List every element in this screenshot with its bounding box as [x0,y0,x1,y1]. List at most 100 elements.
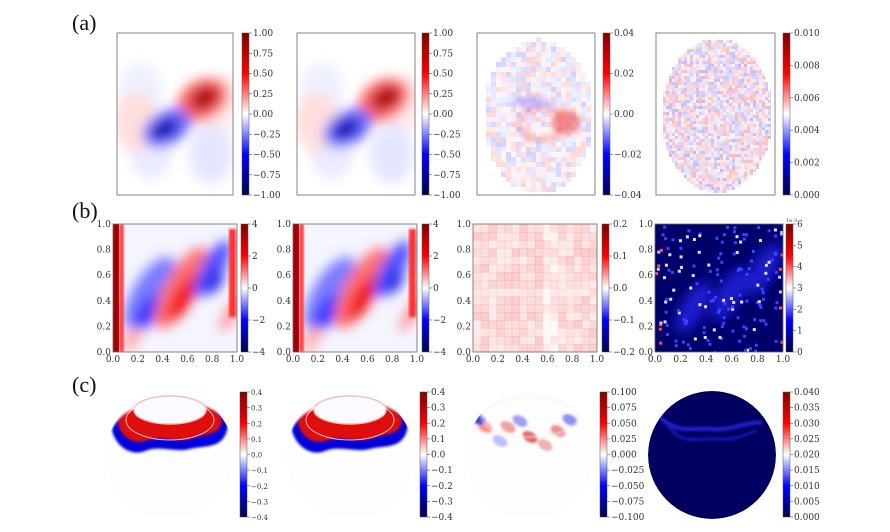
heatmap-cell [556,182,561,187]
heatmap-cell [561,67,566,72]
heatmap-cell [696,73,699,76]
heatmap-cell [726,58,729,61]
heatmap-cell [681,172,684,175]
heatmap-cell [732,79,735,82]
heatmap-cell [571,167,576,172]
colorbar-tick-label: 0.035 [794,404,820,414]
heatmap-cell [542,232,551,241]
heatmap-cell [675,166,678,169]
heatmap-cell [723,49,726,52]
heatmap-cell [504,328,513,337]
heatmap-cell [690,109,693,112]
heatmap-cell [714,112,717,115]
heatmap-cell [714,169,717,172]
heatmap-cell [705,115,708,118]
heatmap-cell [573,224,582,233]
heatmap-cell [756,160,759,163]
heatmap-cell [690,106,693,109]
heatmap-cell [566,167,571,172]
heatmap-cell [663,121,666,124]
heatmap-cell [678,133,681,136]
heatmap-cell [699,175,702,178]
heatmap-cell [750,136,753,139]
heatmap-cell [511,167,516,172]
x-tick-label: 0.6 [360,355,375,365]
heatmap-cell [753,58,756,61]
heatmap-cell [711,64,714,67]
heatmap-cell [519,296,528,305]
heatmap-cell [496,142,501,147]
heatmap-cell [732,67,735,70]
heatmap-cell [501,97,506,102]
heatmap-cell [672,157,675,160]
heatmap-cell [699,85,702,88]
heatmap-cell [741,115,744,118]
heatmap-cell [566,67,571,72]
heatmap-cell [735,166,738,169]
heatmap-cell [738,145,741,148]
heatmap-cell [672,97,675,100]
heatmap-cell [729,103,732,106]
heatmap-cell [576,147,581,152]
heatmap-cell [699,88,702,91]
heatmap-cell [669,121,672,124]
heatmap-cell [720,139,723,142]
colorbar-tick-label: 0.00 [433,110,453,120]
heatmap-cell [682,318,686,322]
heatmap-cell [715,268,719,272]
colorbar-tick-label: 4 [252,220,258,230]
heatmap-cell [551,92,556,97]
heatmap-cell [726,187,729,190]
heatmap-cell [705,175,708,178]
heatmap-cell [526,42,531,47]
heatmap-cell [527,240,536,249]
heatmap-cell [687,79,690,82]
heatmap-cell [663,136,666,139]
colorbar-tick-label: −0.1 [251,467,268,475]
heatmap-cell [521,177,526,182]
heatmap-cell [511,127,516,132]
heatmap-cell [506,77,511,82]
heatmap-cell [732,136,735,139]
heatmap-cell [672,106,675,109]
heatmap-cell [669,79,672,82]
heatmap-cell [561,52,566,57]
heatmap-cell [486,92,491,97]
heatmap-cell [576,142,581,147]
heatmap-cell [735,175,738,178]
x-tick-label: 1.0 [410,355,425,365]
heatmap-cell [762,127,765,130]
heatmap-cell [488,240,497,249]
heatmap-cell [756,82,759,85]
heatmap-cell [711,151,714,154]
heatmap-cell [773,251,777,255]
heatmap-cell [747,130,750,133]
heatmap-cell [699,151,702,154]
heatmap-cell [672,112,675,115]
heatmap-cell [723,139,726,142]
heatmap-cell [747,267,751,271]
heatmap-cell [717,64,720,67]
heatmap-cell [504,248,513,257]
heatmap-cell [684,85,687,88]
heatmap-cell [672,91,675,94]
heatmap-cell [664,237,668,241]
colorbar-tick-label: 0.100 [611,388,637,398]
negative-core [312,294,340,334]
heatmap-cell [576,162,581,167]
heatmap-cell [738,112,741,115]
heatmap-cell [702,112,705,115]
heatmap-cell [657,250,661,254]
heatmap-cell [741,61,744,64]
heatmap-cell [672,70,675,73]
heatmap-cell [486,107,491,112]
heatmap-cell [750,172,753,175]
heatmap-cell [546,152,551,157]
heatmap-cell [765,82,768,85]
heatmap-cell [762,79,765,82]
heatmap-cell [699,172,702,175]
heatmap-cell [753,61,756,64]
heatmap-cell [741,46,744,49]
heatmap-cell [535,320,544,329]
heatmap-cell [535,344,544,352]
